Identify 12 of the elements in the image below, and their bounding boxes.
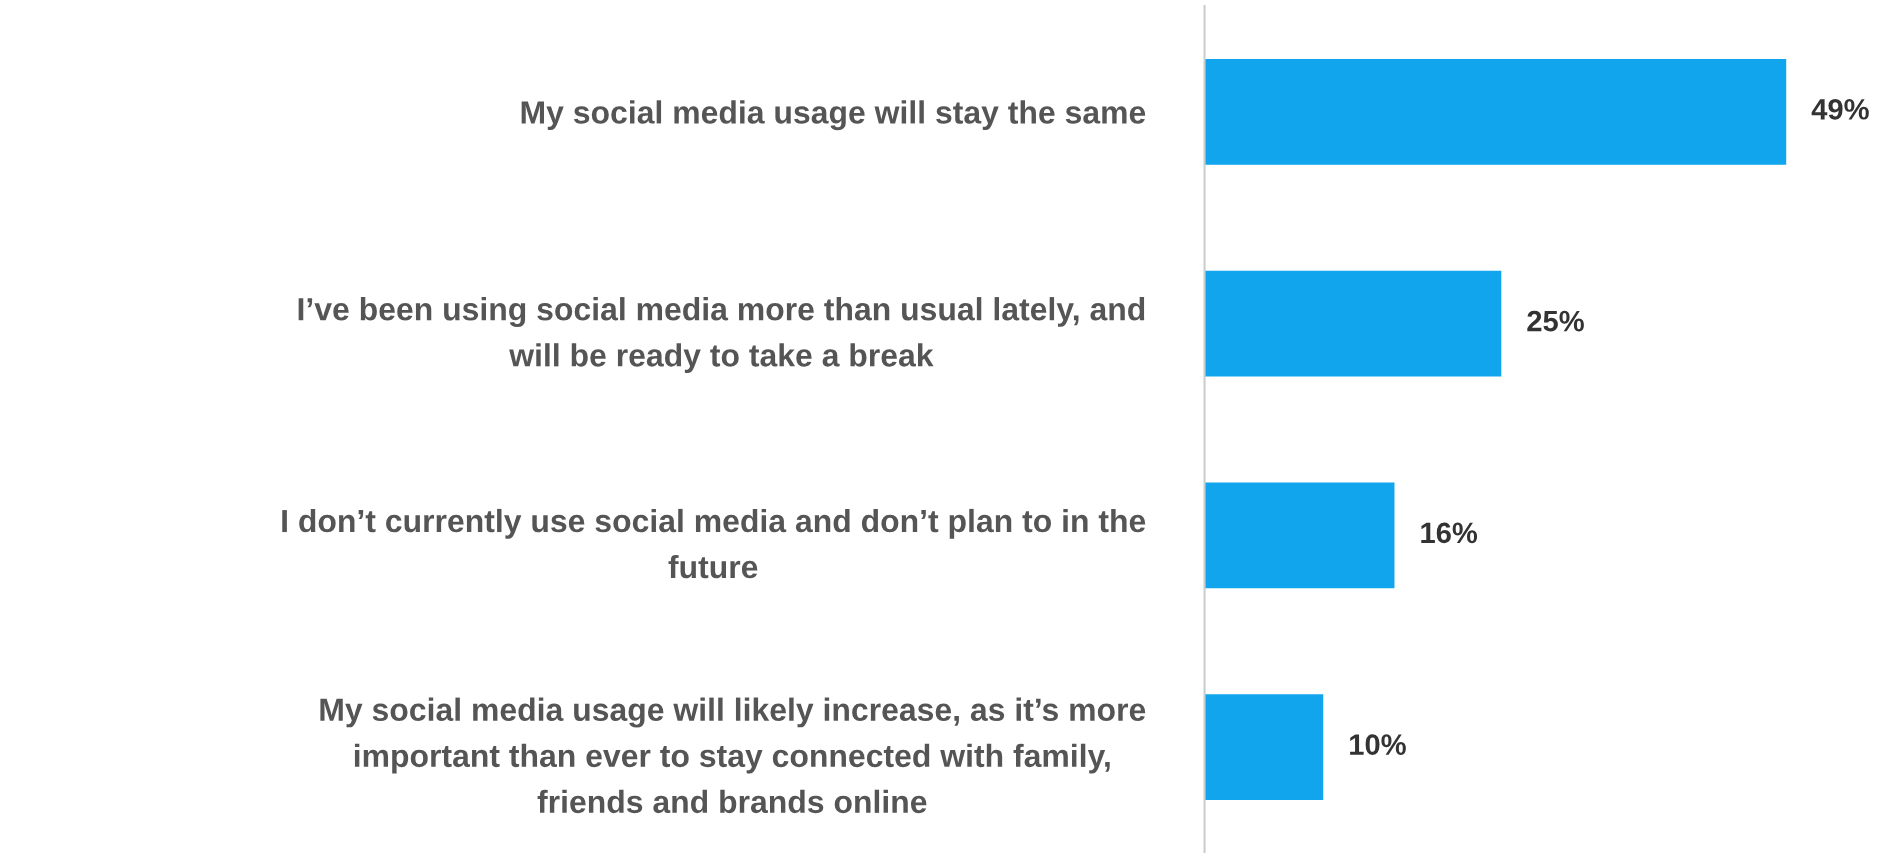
bar [1204, 270, 1502, 377]
bar [1204, 58, 1787, 165]
data-label: 10% [1350, 734, 1406, 755]
y-tick-label: I’ve been using social media more than usual lately, and will be ready to take a break [298, 297, 1145, 373]
data-label: 25% [1527, 310, 1584, 332]
data-label: 16% [1421, 522, 1478, 544]
bar [1204, 482, 1395, 589]
y-tick-label: I don’t currently use social media and don’t plan to in the future [282, 508, 1146, 579]
y-tick-label: My social media usage will stay the same [521, 100, 1146, 131]
bar [1204, 694, 1324, 801]
y-tick-label: My social media usage will likely increase, as it’s more important than ever to stay connected with family, friends and brands online [320, 697, 1146, 814]
data-label: 49% [1811, 99, 1869, 120]
